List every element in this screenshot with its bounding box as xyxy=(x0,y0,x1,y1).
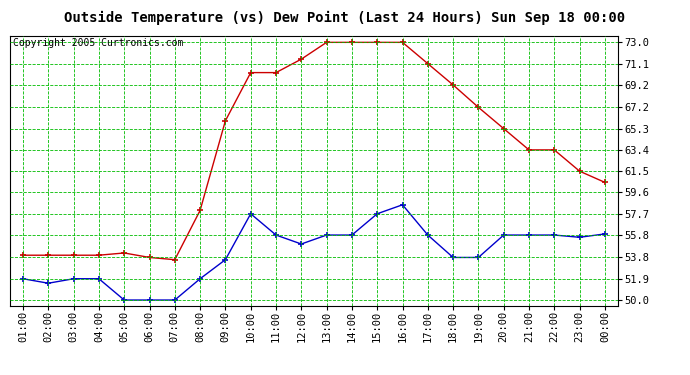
Text: Outside Temperature (vs) Dew Point (Last 24 Hours) Sun Sep 18 00:00: Outside Temperature (vs) Dew Point (Last… xyxy=(64,11,626,26)
Text: Copyright 2005 Curtronics.com: Copyright 2005 Curtronics.com xyxy=(13,38,184,48)
